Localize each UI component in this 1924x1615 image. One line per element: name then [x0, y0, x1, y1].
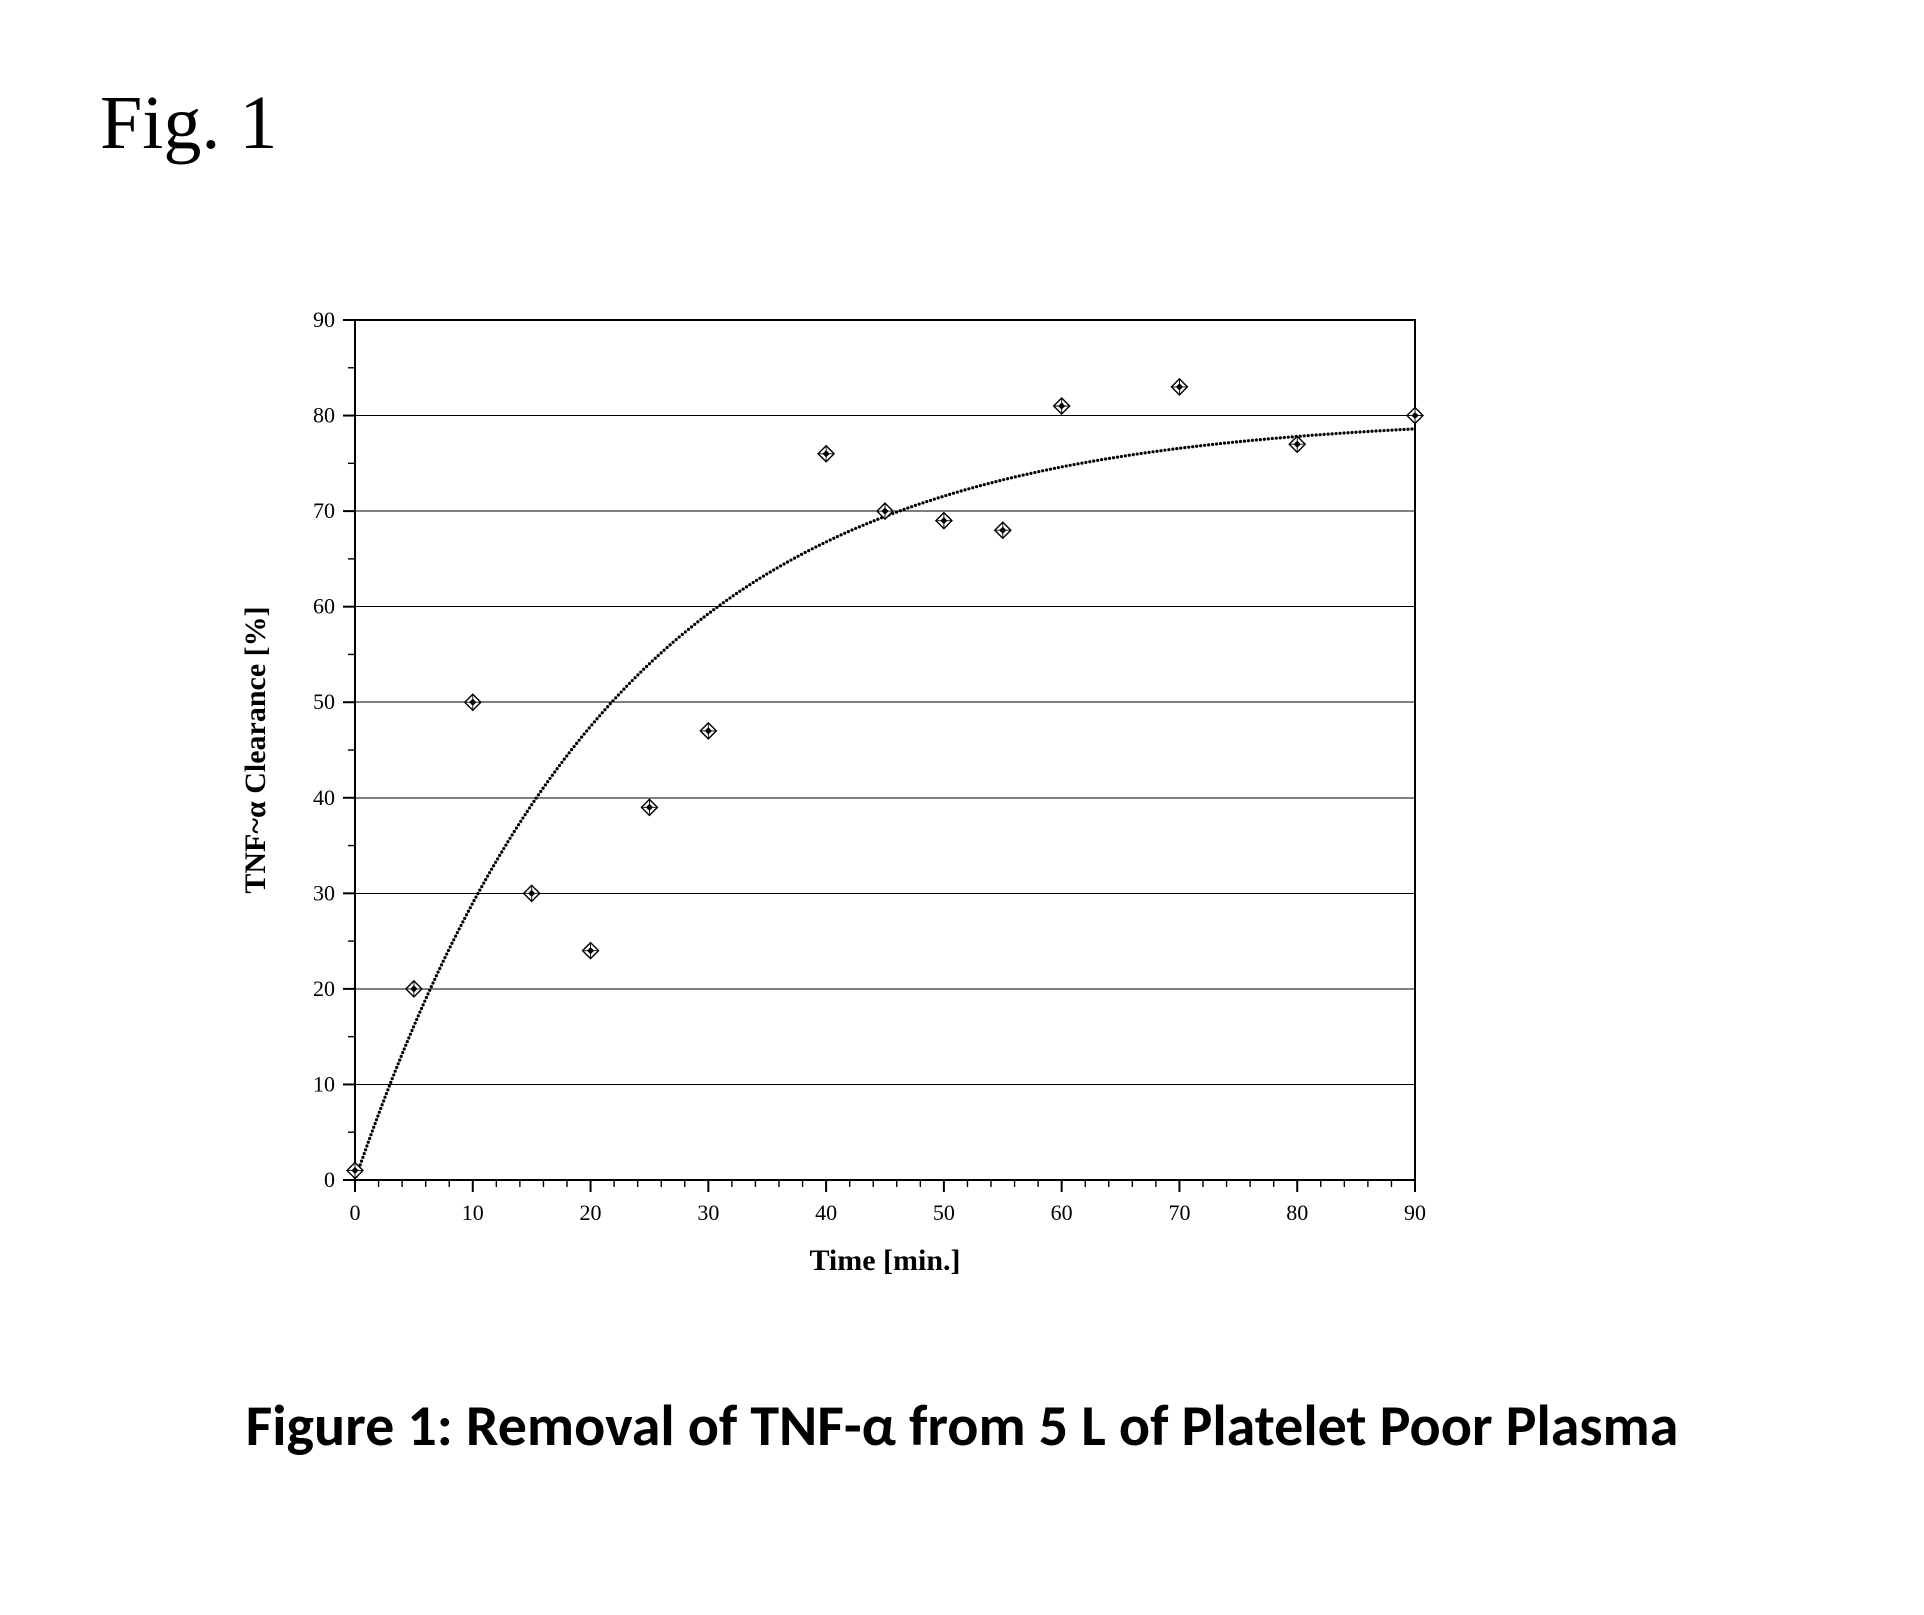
svg-text:60: 60 [313, 594, 335, 619]
svg-text:90: 90 [1404, 1200, 1426, 1225]
svg-text:40: 40 [815, 1200, 837, 1225]
svg-text:50: 50 [313, 689, 335, 714]
svg-text:0: 0 [350, 1200, 361, 1225]
figure-caption: Figure 1: Removal of TNF-α from 5 L of P… [0, 1390, 1924, 1461]
svg-text:40: 40 [313, 785, 335, 810]
svg-text:10: 10 [313, 1071, 335, 1096]
svg-text:70: 70 [1168, 1200, 1190, 1225]
svg-text:10: 10 [462, 1200, 484, 1225]
svg-text:90: 90 [313, 307, 335, 332]
svg-text:80: 80 [1286, 1200, 1308, 1225]
page: Fig. 1 0 10 20 30 40 50 60 70 80 90 0 10 20 30 40 50 60 7… [0, 0, 1924, 1615]
svg-text:70: 70 [313, 498, 335, 523]
chart-container: 0 10 20 30 40 50 60 70 80 90 0 10 20 30 40 50 60 70 80 90 Ti… [230, 300, 1445, 1315]
figure-label-top: Fig. 1 [100, 80, 277, 167]
svg-text:30: 30 [313, 880, 335, 905]
svg-text:80: 80 [313, 403, 335, 428]
svg-text:0: 0 [324, 1167, 335, 1192]
svg-text:20: 20 [580, 1200, 602, 1225]
svg-text:20: 20 [313, 976, 335, 1001]
y-axis-label: TNF~α Clearance [%] [239, 606, 272, 893]
x-axis-label: Time [min.] [809, 1244, 960, 1277]
svg-text:60: 60 [1051, 1200, 1073, 1225]
clearance-chart: 0 10 20 30 40 50 60 70 80 90 0 10 20 30 40 50 60 70 80 90 Ti… [230, 300, 1445, 1310]
svg-text:30: 30 [697, 1200, 719, 1225]
svg-text:50: 50 [933, 1200, 955, 1225]
